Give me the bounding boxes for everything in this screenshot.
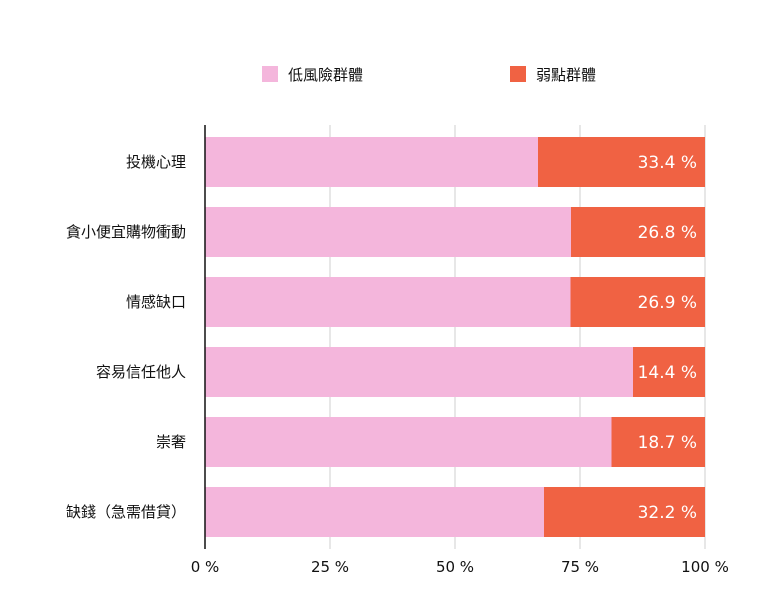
bar-1-4: [611, 417, 705, 467]
x-tick-label-1: 25 %: [311, 558, 349, 576]
bar-1-1: [571, 207, 705, 257]
bars: 33.4 % 26.8 % 26.9 % 14.4 % 18.7 % 32.2 %: [205, 137, 705, 537]
legend-swatch-0: [262, 66, 278, 82]
bar-0-2: [205, 277, 571, 327]
bar-0-0: [205, 137, 538, 187]
x-tick-label-4: 100 %: [681, 558, 729, 576]
gridlines: [329, 125, 706, 549]
data-label-4: 18.7 %: [638, 433, 697, 453]
data-label-2: 26.9 %: [638, 293, 697, 313]
legend-swatch-1: [510, 66, 526, 82]
legend: 低風險群體 弱點群體: [262, 66, 596, 84]
category-label-3: 容易信任他人: [96, 363, 186, 381]
category-label-1: 貪小便宜購物衝動: [66, 223, 186, 241]
legend-label-1: 弱點群體: [536, 66, 596, 84]
legend-label-0: 低風險群體: [288, 66, 363, 84]
category-label-5: 缺錢（急需借貸）: [66, 503, 186, 521]
data-label-1: 26.8 %: [638, 223, 697, 243]
bar-1-2: [570, 277, 705, 327]
data-label-0: 33.4 %: [638, 153, 697, 173]
category-label-4: 崇奢: [156, 433, 186, 451]
bar-0-3: [205, 347, 633, 397]
x-tick-label-2: 50 %: [436, 558, 474, 576]
data-label-5: 32.2 %: [638, 503, 697, 523]
category-label-0: 投機心理: [126, 153, 186, 171]
bar-1-5: [544, 487, 705, 537]
category-label-2: 情感缺口: [126, 293, 186, 311]
data-label-3: 14.4 %: [638, 363, 697, 383]
x-tick-label-0: 0 %: [191, 558, 220, 576]
x-tick-label-3: 75 %: [561, 558, 599, 576]
x-axis-ticks: 0 % 25 % 50 % 75 % 100 %: [191, 558, 729, 576]
bar-0-1: [205, 207, 571, 257]
bar-0-4: [205, 417, 612, 467]
bar-1-0: [538, 137, 705, 187]
bar-1-3: [633, 347, 705, 397]
bar-0-5: [205, 487, 544, 537]
